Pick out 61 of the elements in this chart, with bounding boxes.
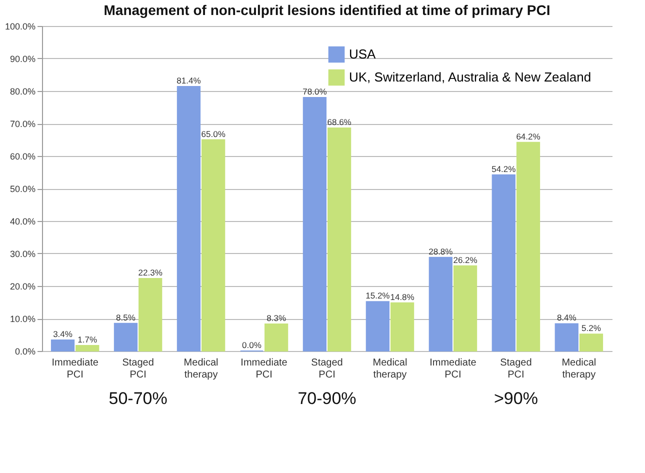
y-tick-label: 20.0%	[10, 282, 36, 292]
data-label: 3.4%	[53, 328, 73, 339]
data-label: 5.2%	[582, 323, 602, 334]
data-label: 0.0%	[242, 340, 262, 350]
x-tick-label: Staged PCI	[122, 358, 154, 380]
y-tick-label: 30.0%	[10, 249, 36, 259]
x-tick-label: Immediate PCI	[52, 358, 99, 380]
data-label: 15.2%	[366, 290, 390, 301]
bar	[114, 322, 138, 352]
bar	[202, 139, 226, 352]
data-label: 14.8%	[390, 292, 415, 302]
y-tick-label: 100.0%	[4, 22, 36, 32]
y-tick-label: 80.0%	[10, 86, 36, 96]
y-tick-label: 40.0%	[10, 216, 36, 226]
bar	[264, 324, 288, 352]
data-label: 28.8%	[428, 246, 454, 256]
y-tick-label: 50.0%	[10, 184, 36, 194]
x-tick-label: Staged PCI	[311, 358, 343, 380]
y-tick-label: 60.0%	[10, 152, 36, 162]
data-label: 65.0%	[201, 128, 226, 139]
bar	[492, 174, 516, 352]
y-tick-label: 70.0%	[10, 119, 36, 129]
bar	[76, 344, 100, 352]
bar	[327, 128, 352, 352]
bar	[579, 334, 604, 352]
legend-label: USA	[349, 46, 376, 62]
x-tick-label: Medical therapy	[372, 358, 408, 380]
bar	[176, 86, 201, 352]
text: 70-90%	[298, 389, 356, 408]
data-label: 54.2%	[492, 164, 516, 174]
bar	[366, 301, 390, 352]
data-label: 26.2%	[453, 254, 478, 265]
x-tick-label: Immediate PCI	[430, 358, 477, 380]
data-label: 81.4%	[176, 75, 202, 86]
data-label: 68.6%	[327, 117, 352, 128]
bar	[302, 97, 327, 352]
x-tick-label: Medical therapy	[562, 358, 596, 380]
bar	[516, 142, 540, 352]
text: >90%	[494, 389, 538, 408]
data-label: 78.0%	[302, 86, 328, 96]
bar	[428, 256, 452, 352]
data-label: 8.4%	[556, 312, 577, 323]
bar	[390, 302, 414, 352]
data-label: 64.2%	[516, 131, 541, 142]
x-tick-label: Staged PCI	[500, 358, 532, 380]
data-label: 22.3%	[138, 268, 163, 278]
bar	[453, 265, 478, 352]
legend-label: UK, Switzerland, Australia & New Zealand	[349, 70, 592, 84]
text: 50-70%	[108, 389, 168, 408]
data-label: 8.5%	[116, 312, 136, 322]
bar	[50, 339, 75, 352]
data-label: 8.3%	[266, 313, 286, 324]
bar	[138, 278, 162, 352]
x-tick-label: Medical therapy	[184, 358, 218, 380]
y-tick-label: 10.0%	[10, 314, 36, 324]
data-label: 1.7%	[78, 334, 98, 344]
chart-title: Management of non-culprit lesions identified at time of primary PCI	[104, 2, 550, 18]
y-tick-label: 0.0%	[14, 346, 36, 356]
y-tick-label: 90.0%	[10, 54, 36, 64]
x-tick-label: Immediate PCI	[240, 358, 288, 380]
bar	[554, 323, 578, 352]
